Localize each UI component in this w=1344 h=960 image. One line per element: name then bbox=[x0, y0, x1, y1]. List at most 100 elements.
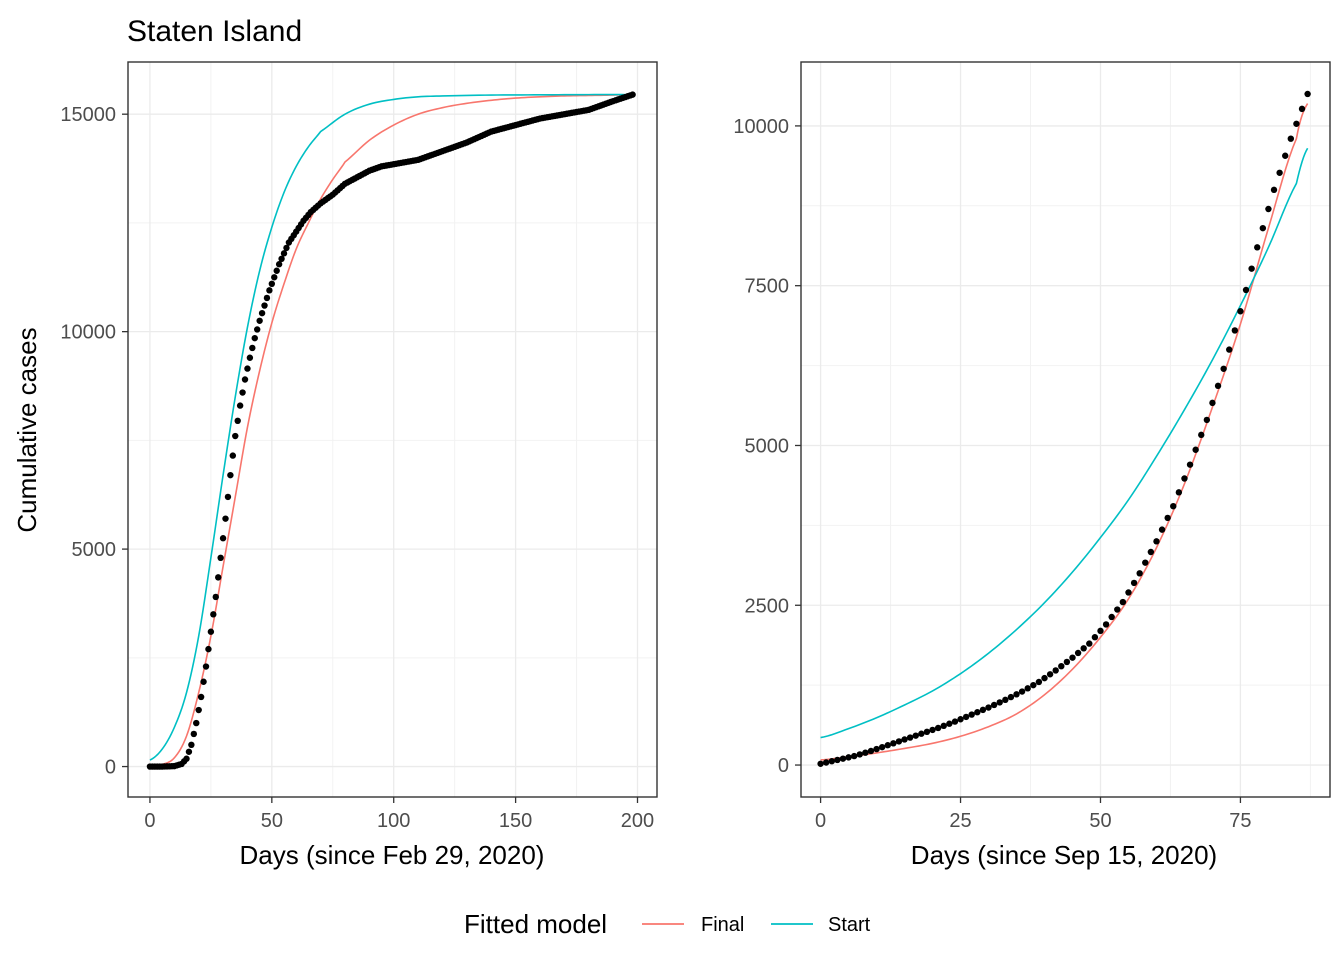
observed-point bbox=[1293, 120, 1300, 127]
right-observed-points bbox=[817, 90, 1311, 767]
observed-point bbox=[862, 749, 869, 756]
observed-point bbox=[215, 574, 222, 581]
observed-point bbox=[1203, 416, 1211, 424]
observed-point bbox=[283, 244, 290, 252]
left-panel: 0 50 100 150 200 0 5000 10000 15000 Days (since… bbox=[12, 61, 658, 870]
series-line-final bbox=[820, 103, 1309, 761]
observed-point bbox=[1153, 538, 1160, 545]
figure-title: Staten Island bbox=[127, 15, 302, 48]
right-plot-border bbox=[800, 61, 1331, 798]
observed-point bbox=[918, 730, 925, 737]
observed-point bbox=[197, 693, 205, 701]
left-x-ticks: 0 50 100 150 200 bbox=[144, 797, 654, 832]
observed-point bbox=[234, 417, 241, 424]
observed-point bbox=[1270, 186, 1278, 194]
observed-point bbox=[1209, 399, 1216, 407]
observed-point bbox=[1170, 503, 1177, 510]
observed-point bbox=[979, 706, 987, 714]
observed-point bbox=[1214, 382, 1222, 390]
observed-point bbox=[962, 713, 970, 721]
observed-point bbox=[1130, 579, 1138, 587]
observed-point bbox=[1018, 688, 1026, 695]
x-tick-label: 25 bbox=[949, 810, 971, 832]
observed-point bbox=[867, 747, 875, 755]
observed-point bbox=[205, 645, 212, 653]
observed-point bbox=[996, 699, 1003, 706]
observed-point bbox=[258, 309, 266, 317]
observed-point bbox=[1158, 526, 1166, 533]
observed-point bbox=[1086, 640, 1093, 647]
left-x-axis-title: Days (since Feb 29, 2020) bbox=[240, 840, 545, 870]
observed-point bbox=[895, 738, 903, 745]
observed-point bbox=[275, 261, 283, 268]
observed-point bbox=[1063, 658, 1071, 666]
right-x-ticks: 0 25 50 75 bbox=[815, 797, 1252, 832]
observed-point bbox=[254, 326, 261, 333]
observed-point bbox=[271, 274, 278, 281]
right-plot-background bbox=[801, 62, 1330, 797]
observed-point bbox=[1231, 327, 1239, 334]
right-series-lines bbox=[820, 103, 1309, 761]
observed-point bbox=[834, 756, 841, 764]
left-series-lines bbox=[149, 93, 633, 767]
observed-point bbox=[229, 452, 237, 459]
observed-point bbox=[1192, 446, 1199, 453]
observed-point bbox=[974, 709, 981, 716]
observed-point bbox=[1002, 696, 1009, 704]
observed-point bbox=[1282, 152, 1289, 159]
observed-point bbox=[1136, 570, 1143, 577]
observed-point bbox=[1108, 613, 1115, 621]
x-tick-label: 75 bbox=[1229, 810, 1251, 832]
left-y-ticks: 0 5000 10000 15000 bbox=[60, 104, 128, 779]
observed-point bbox=[266, 287, 273, 294]
observed-point bbox=[929, 726, 936, 734]
observed-point bbox=[1058, 662, 1065, 670]
observed-point bbox=[1181, 475, 1188, 482]
observed-point bbox=[202, 663, 210, 670]
observed-point bbox=[1237, 308, 1244, 315]
observed-point bbox=[906, 734, 914, 741]
observed-point bbox=[193, 719, 200, 727]
observed-point bbox=[268, 280, 276, 287]
observed-point bbox=[1147, 548, 1155, 556]
observed-point bbox=[940, 722, 947, 730]
observed-point bbox=[1114, 606, 1121, 613]
observed-point bbox=[188, 741, 195, 749]
observed-point bbox=[822, 759, 830, 766]
observed-point bbox=[845, 754, 852, 761]
observed-point bbox=[890, 740, 897, 747]
observed-point bbox=[629, 91, 636, 98]
observed-point bbox=[1226, 346, 1233, 353]
observed-point bbox=[244, 365, 251, 372]
observed-point bbox=[1276, 169, 1283, 176]
x-tick-label: 200 bbox=[621, 810, 654, 832]
observed-point bbox=[246, 354, 254, 361]
x-tick-label: 50 bbox=[1089, 810, 1111, 832]
observed-point bbox=[850, 752, 858, 760]
y-tick-label: 7500 bbox=[745, 276, 790, 298]
observed-point bbox=[200, 678, 207, 685]
observed-point bbox=[190, 730, 198, 738]
observed-point bbox=[251, 334, 258, 342]
observed-point bbox=[878, 743, 886, 751]
observed-point bbox=[1265, 205, 1272, 213]
observed-point bbox=[239, 389, 246, 396]
observed-point bbox=[946, 720, 953, 727]
observed-point bbox=[1007, 693, 1015, 701]
observed-point bbox=[183, 755, 190, 762]
observed-point bbox=[1080, 645, 1087, 652]
right-panel: 0 25 50 75 0 2500 5000 7500 10000 Days (since S… bbox=[733, 61, 1331, 870]
observed-point bbox=[1046, 671, 1054, 678]
right-grid bbox=[801, 62, 1330, 797]
observed-point bbox=[828, 758, 835, 765]
x-tick-label: 100 bbox=[377, 810, 410, 832]
observed-point bbox=[985, 704, 992, 711]
observed-point bbox=[884, 742, 891, 749]
observed-point bbox=[232, 432, 239, 440]
observed-point bbox=[1074, 649, 1082, 657]
series-line-start bbox=[820, 147, 1309, 739]
observed-point bbox=[957, 716, 964, 723]
observed-point bbox=[1035, 678, 1043, 686]
observed-point bbox=[1198, 431, 1205, 439]
